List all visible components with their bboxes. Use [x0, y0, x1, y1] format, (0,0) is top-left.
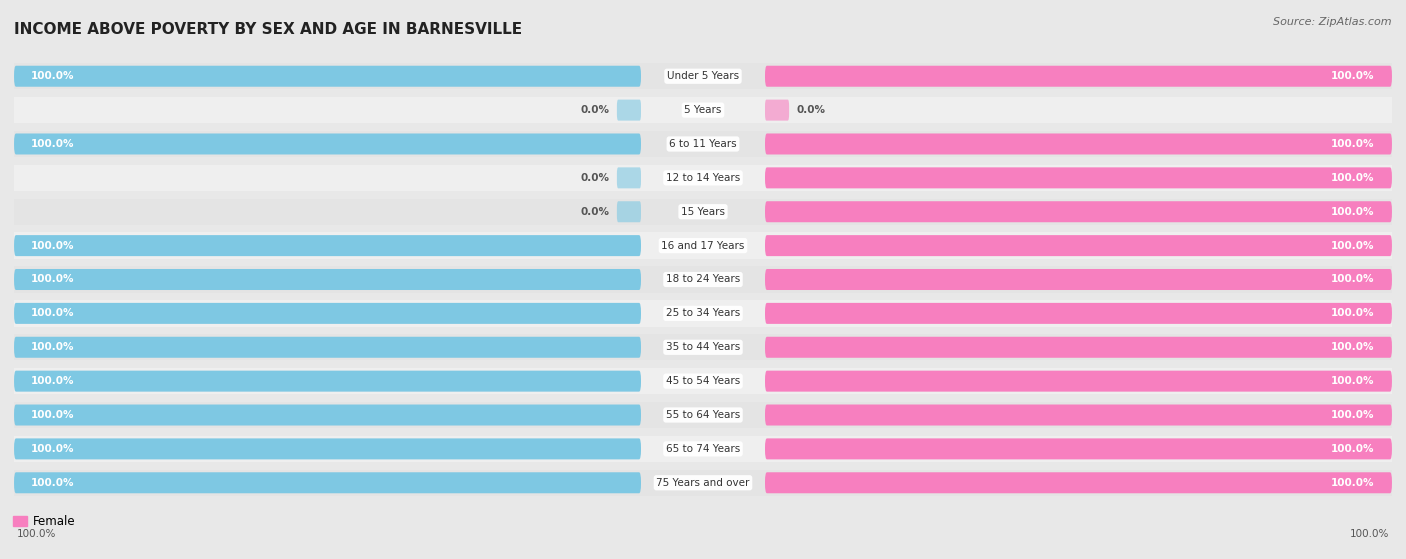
Text: 100.0%: 100.0% [31, 139, 75, 149]
Text: 100.0%: 100.0% [1331, 444, 1375, 454]
Legend: Male, Female: Male, Female [0, 510, 80, 533]
Text: 100.0%: 100.0% [1331, 207, 1375, 217]
Text: 100.0%: 100.0% [1331, 376, 1375, 386]
Text: 75 Years and over: 75 Years and over [657, 478, 749, 488]
Text: 16 and 17 Years: 16 and 17 Years [661, 240, 745, 250]
FancyBboxPatch shape [617, 201, 641, 222]
FancyBboxPatch shape [765, 269, 1392, 290]
Text: 100.0%: 100.0% [1331, 342, 1375, 352]
FancyBboxPatch shape [14, 198, 1392, 225]
Text: 100.0%: 100.0% [31, 342, 75, 352]
Text: 100.0%: 100.0% [1331, 478, 1375, 488]
Text: 0.0%: 0.0% [581, 173, 610, 183]
FancyBboxPatch shape [14, 303, 641, 324]
FancyBboxPatch shape [617, 167, 641, 188]
FancyBboxPatch shape [765, 100, 789, 121]
FancyBboxPatch shape [765, 235, 1392, 256]
FancyBboxPatch shape [765, 438, 1392, 459]
Text: 100.0%: 100.0% [31, 478, 75, 488]
Text: 100.0%: 100.0% [31, 376, 75, 386]
FancyBboxPatch shape [14, 402, 1392, 428]
FancyBboxPatch shape [14, 134, 641, 154]
FancyBboxPatch shape [14, 235, 641, 256]
FancyBboxPatch shape [14, 472, 641, 493]
Text: 100.0%: 100.0% [31, 274, 75, 285]
FancyBboxPatch shape [765, 371, 1392, 392]
Text: 100.0%: 100.0% [1331, 274, 1375, 285]
FancyBboxPatch shape [14, 131, 1392, 157]
Text: 6 to 11 Years: 6 to 11 Years [669, 139, 737, 149]
Text: 100.0%: 100.0% [17, 529, 56, 539]
FancyBboxPatch shape [765, 201, 1392, 222]
Text: Source: ZipAtlas.com: Source: ZipAtlas.com [1274, 17, 1392, 27]
FancyBboxPatch shape [14, 300, 1392, 326]
FancyBboxPatch shape [765, 134, 1392, 154]
FancyBboxPatch shape [14, 368, 1392, 394]
FancyBboxPatch shape [14, 470, 1392, 496]
Text: 100.0%: 100.0% [1350, 529, 1389, 539]
Text: 100.0%: 100.0% [31, 71, 75, 81]
FancyBboxPatch shape [14, 337, 641, 358]
FancyBboxPatch shape [14, 233, 1392, 259]
FancyBboxPatch shape [765, 167, 1392, 188]
FancyBboxPatch shape [14, 97, 1392, 124]
Text: 25 to 34 Years: 25 to 34 Years [666, 309, 740, 319]
Text: 15 Years: 15 Years [681, 207, 725, 217]
Text: 5 Years: 5 Years [685, 105, 721, 115]
Text: 55 to 64 Years: 55 to 64 Years [666, 410, 740, 420]
Text: 0.0%: 0.0% [796, 105, 825, 115]
Text: 100.0%: 100.0% [1331, 173, 1375, 183]
Text: INCOME ABOVE POVERTY BY SEX AND AGE IN BARNESVILLE: INCOME ABOVE POVERTY BY SEX AND AGE IN B… [14, 22, 522, 37]
Text: Under 5 Years: Under 5 Years [666, 71, 740, 81]
Text: 35 to 44 Years: 35 to 44 Years [666, 342, 740, 352]
Text: 12 to 14 Years: 12 to 14 Years [666, 173, 740, 183]
FancyBboxPatch shape [765, 337, 1392, 358]
FancyBboxPatch shape [765, 405, 1392, 425]
Text: 100.0%: 100.0% [1331, 71, 1375, 81]
Text: 45 to 54 Years: 45 to 54 Years [666, 376, 740, 386]
FancyBboxPatch shape [765, 303, 1392, 324]
Text: 100.0%: 100.0% [1331, 410, 1375, 420]
Text: 100.0%: 100.0% [31, 410, 75, 420]
FancyBboxPatch shape [14, 266, 1392, 293]
FancyBboxPatch shape [14, 165, 1392, 191]
Text: 0.0%: 0.0% [581, 207, 610, 217]
FancyBboxPatch shape [14, 438, 641, 459]
Text: 100.0%: 100.0% [31, 240, 75, 250]
FancyBboxPatch shape [617, 100, 641, 121]
FancyBboxPatch shape [14, 63, 1392, 89]
FancyBboxPatch shape [14, 269, 641, 290]
FancyBboxPatch shape [765, 66, 1392, 87]
FancyBboxPatch shape [765, 472, 1392, 493]
FancyBboxPatch shape [14, 435, 1392, 462]
Text: 18 to 24 Years: 18 to 24 Years [666, 274, 740, 285]
FancyBboxPatch shape [14, 334, 1392, 361]
Text: 100.0%: 100.0% [1331, 240, 1375, 250]
Text: 0.0%: 0.0% [581, 105, 610, 115]
Text: 100.0%: 100.0% [31, 309, 75, 319]
Text: 100.0%: 100.0% [1331, 139, 1375, 149]
FancyBboxPatch shape [14, 371, 641, 392]
Text: 100.0%: 100.0% [31, 444, 75, 454]
Text: 65 to 74 Years: 65 to 74 Years [666, 444, 740, 454]
FancyBboxPatch shape [14, 66, 641, 87]
FancyBboxPatch shape [14, 405, 641, 425]
Text: 100.0%: 100.0% [1331, 309, 1375, 319]
